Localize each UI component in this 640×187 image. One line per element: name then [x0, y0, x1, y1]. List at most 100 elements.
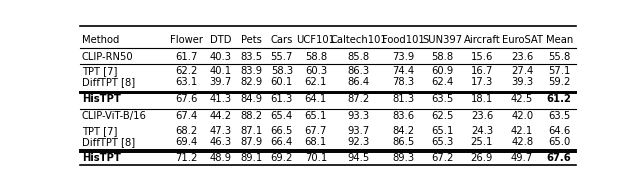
Text: 65.1: 65.1 — [305, 111, 327, 121]
Text: 55.8: 55.8 — [548, 52, 570, 62]
Text: 40.3: 40.3 — [209, 52, 231, 62]
Text: 87.1: 87.1 — [240, 126, 262, 136]
Text: 42.5: 42.5 — [511, 94, 533, 104]
Text: 86.5: 86.5 — [392, 137, 414, 147]
Text: 67.2: 67.2 — [431, 153, 454, 163]
Text: 82.9: 82.9 — [240, 77, 262, 87]
Text: 83.6: 83.6 — [392, 111, 414, 121]
Text: UCF101: UCF101 — [296, 35, 335, 45]
Text: 78.3: 78.3 — [392, 77, 414, 87]
Text: 61.7: 61.7 — [175, 52, 197, 62]
Text: Method: Method — [82, 35, 119, 45]
Text: 93.7: 93.7 — [348, 126, 370, 136]
Text: HisTPT: HisTPT — [82, 94, 121, 104]
Text: 68.1: 68.1 — [305, 137, 327, 147]
Text: 64.1: 64.1 — [305, 94, 327, 104]
Text: Aircraft: Aircraft — [463, 35, 500, 45]
Text: 40.1: 40.1 — [209, 66, 231, 76]
Text: TPT [7]: TPT [7] — [82, 66, 117, 76]
Text: 60.3: 60.3 — [305, 66, 327, 76]
Text: 48.9: 48.9 — [209, 153, 231, 163]
Text: 39.3: 39.3 — [511, 77, 533, 87]
Text: 85.8: 85.8 — [348, 52, 370, 62]
Text: 89.3: 89.3 — [392, 153, 414, 163]
Text: 63.1: 63.1 — [175, 77, 197, 87]
Text: 65.1: 65.1 — [431, 126, 454, 136]
Text: Pets: Pets — [241, 35, 262, 45]
Text: 63.5: 63.5 — [548, 111, 570, 121]
Text: 17.3: 17.3 — [471, 77, 493, 87]
Text: 42.1: 42.1 — [511, 126, 533, 136]
Text: 62.4: 62.4 — [431, 77, 454, 87]
Text: SUN397: SUN397 — [422, 35, 463, 45]
Text: 67.7: 67.7 — [305, 126, 327, 136]
Text: Food101: Food101 — [382, 35, 424, 45]
Text: EuroSAT: EuroSAT — [502, 35, 543, 45]
Text: 63.5: 63.5 — [431, 94, 454, 104]
Text: 65.0: 65.0 — [548, 137, 570, 147]
Text: 61.2: 61.2 — [547, 94, 572, 104]
Text: 60.1: 60.1 — [271, 77, 293, 87]
Text: 73.9: 73.9 — [392, 52, 414, 62]
Text: 47.3: 47.3 — [209, 126, 231, 136]
Text: 57.1: 57.1 — [548, 66, 570, 76]
Text: HisTPT: HisTPT — [82, 153, 121, 163]
Text: TPT [7]: TPT [7] — [82, 126, 117, 136]
Text: 27.4: 27.4 — [511, 66, 533, 76]
Text: 64.6: 64.6 — [548, 126, 570, 136]
Text: 26.9: 26.9 — [470, 153, 493, 163]
Text: 58.8: 58.8 — [305, 52, 327, 62]
Text: 66.5: 66.5 — [271, 126, 293, 136]
Text: 84.9: 84.9 — [240, 94, 262, 104]
Text: DTD: DTD — [209, 35, 231, 45]
Text: 24.3: 24.3 — [471, 126, 493, 136]
Text: 87.9: 87.9 — [240, 137, 262, 147]
Text: Flower: Flower — [170, 35, 203, 45]
Text: 87.2: 87.2 — [348, 94, 370, 104]
Text: 94.5: 94.5 — [348, 153, 370, 163]
Text: 58.3: 58.3 — [271, 66, 293, 76]
Text: 62.5: 62.5 — [431, 111, 454, 121]
Text: 92.3: 92.3 — [348, 137, 370, 147]
Text: 65.4: 65.4 — [271, 111, 293, 121]
Text: 18.1: 18.1 — [471, 94, 493, 104]
Text: Caltech101: Caltech101 — [330, 35, 387, 45]
Text: 61.3: 61.3 — [271, 94, 293, 104]
Text: 39.7: 39.7 — [209, 77, 232, 87]
Text: Mean: Mean — [545, 35, 573, 45]
Text: 83.9: 83.9 — [240, 66, 262, 76]
Text: DiffTPT [8]: DiffTPT [8] — [82, 77, 135, 87]
Text: 49.7: 49.7 — [511, 153, 533, 163]
Text: 67.6: 67.6 — [175, 94, 197, 104]
Text: 55.7: 55.7 — [271, 52, 293, 62]
Text: 89.1: 89.1 — [240, 153, 262, 163]
Text: 74.4: 74.4 — [392, 66, 414, 76]
Text: 69.4: 69.4 — [175, 137, 197, 147]
Text: 15.6: 15.6 — [470, 52, 493, 62]
Text: 84.2: 84.2 — [392, 126, 414, 136]
Text: 59.2: 59.2 — [548, 77, 570, 87]
Text: CLIP-ViT-B/16: CLIP-ViT-B/16 — [82, 111, 147, 121]
Text: 93.3: 93.3 — [348, 111, 370, 121]
Text: 23.6: 23.6 — [471, 111, 493, 121]
Text: 44.2: 44.2 — [209, 111, 231, 121]
Text: 46.3: 46.3 — [209, 137, 231, 147]
Text: 88.2: 88.2 — [240, 111, 262, 121]
Text: 60.9: 60.9 — [431, 66, 454, 76]
Text: 16.7: 16.7 — [470, 66, 493, 76]
Text: 66.4: 66.4 — [271, 137, 293, 147]
Text: CLIP-RN50: CLIP-RN50 — [82, 52, 134, 62]
Text: 71.2: 71.2 — [175, 153, 197, 163]
Text: 67.6: 67.6 — [547, 153, 572, 163]
Text: 62.1: 62.1 — [305, 77, 327, 87]
Text: 83.5: 83.5 — [240, 52, 262, 62]
Text: 69.2: 69.2 — [271, 153, 293, 163]
Text: 68.2: 68.2 — [175, 126, 197, 136]
Text: 62.2: 62.2 — [175, 66, 197, 76]
Text: 70.1: 70.1 — [305, 153, 327, 163]
Text: 58.8: 58.8 — [431, 52, 454, 62]
Text: 42.8: 42.8 — [511, 137, 533, 147]
Text: 86.3: 86.3 — [348, 66, 370, 76]
Text: 67.4: 67.4 — [175, 111, 197, 121]
Text: 86.4: 86.4 — [348, 77, 370, 87]
